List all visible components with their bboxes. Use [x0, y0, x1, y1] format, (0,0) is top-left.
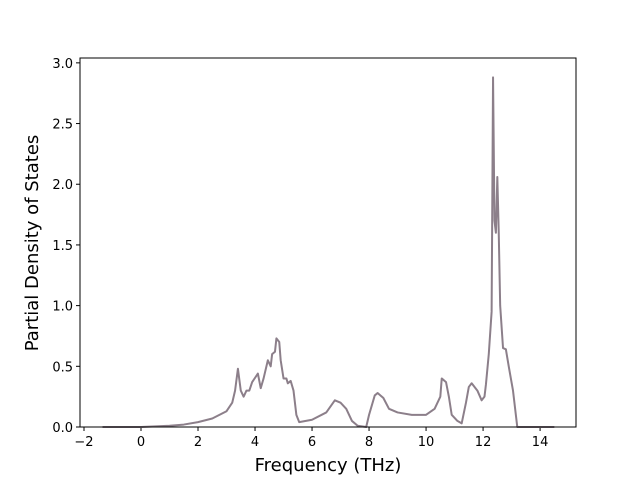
line [102, 76, 555, 428]
y-tick-label: 0.5 [52, 360, 73, 375]
x-tick-label: 14 [532, 435, 549, 450]
y-tick-label: 1.0 [52, 300, 73, 315]
x-tick-label: 6 [308, 435, 316, 450]
y-tick-label: 3.0 [52, 57, 73, 72]
x-axis-label: Frequency (THz) [255, 455, 402, 476]
x-tick-label: 0 [137, 435, 145, 450]
y-tick-label: 1.5 [52, 239, 73, 254]
x-tick-label: 4 [251, 435, 259, 450]
y-tick-label: 0.0 [52, 421, 73, 436]
x-tick-label: 2 [194, 435, 202, 450]
x-tick-label: −2 [74, 435, 93, 450]
x-tick-label: 10 [418, 435, 435, 450]
x-tick-label: 12 [475, 435, 492, 450]
plot-frame [79, 57, 577, 428]
y-tick-label: 2.0 [52, 178, 73, 193]
y-tick-label: 2.5 [52, 118, 73, 133]
y-axis-label: Partial Density of States [22, 135, 43, 352]
x-tick-label: 8 [365, 435, 373, 450]
